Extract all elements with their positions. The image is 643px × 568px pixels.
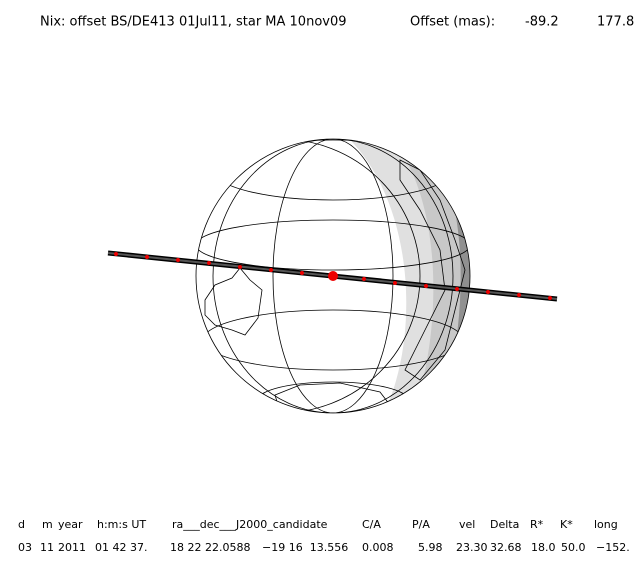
table-cell: 5.98: [418, 541, 443, 554]
table-cell: 18 22 22.0588: [170, 541, 250, 554]
table-cell: 32.68: [490, 541, 522, 554]
table: d m year h:m:s UT ra___dec___J2000_candidate…: [18, 518, 630, 554]
table-cell: 0.008: [362, 541, 394, 554]
table-header: vel: [459, 518, 475, 531]
table-header: long: [594, 518, 618, 531]
table-header: year: [58, 518, 83, 531]
table-header: d: [18, 518, 25, 531]
table-header: ra___dec___J2000_candidate: [172, 518, 328, 531]
table-cell: 18.0: [531, 541, 556, 554]
title: Nix: offset BS/DE413 01Jul11, star MA 10…: [40, 15, 347, 30]
table-cell: −152.: [596, 541, 630, 554]
table-cell: 23.30: [456, 541, 488, 554]
table-header: R*: [530, 518, 544, 531]
table-header: K*: [560, 518, 573, 531]
table-header: C/A: [362, 518, 381, 531]
table-cell: 03: [18, 541, 32, 554]
table-header: h:m:s UT: [97, 518, 146, 531]
offset-value: -89.2: [525, 15, 559, 30]
table-cell: 50.0: [561, 541, 586, 554]
table-cell: 2011: [58, 541, 86, 554]
table-header: Delta: [490, 518, 519, 531]
table-header: m: [42, 518, 53, 531]
table-cell: −19 16 13.556: [262, 541, 348, 554]
offset-label: Offset (mas):: [410, 15, 495, 30]
table-cell: 11: [40, 541, 54, 554]
offset-value: 177.8: [597, 15, 634, 30]
table-cell: 01 42 37.: [95, 541, 147, 554]
table-header: P/A: [412, 518, 430, 531]
